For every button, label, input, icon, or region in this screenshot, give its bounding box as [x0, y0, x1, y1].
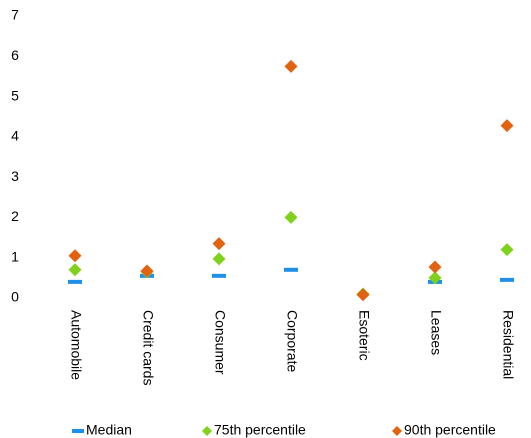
legend-label: 90th percentile: [404, 422, 496, 438]
y-tick-label: 5: [11, 87, 19, 103]
median-marker: [212, 273, 226, 278]
legend-label: Median: [86, 422, 132, 438]
diamond-marker: [500, 243, 514, 257]
diamond-marker: [68, 249, 82, 263]
legend-marker: [202, 426, 212, 436]
y-tick-label: 0: [11, 289, 19, 305]
y-tick-label: 1: [11, 248, 19, 264]
diamond-marker: [284, 59, 298, 73]
legend-marker: [392, 426, 402, 436]
x-tick-label: Esoteric: [356, 310, 372, 361]
diamond-marker: [212, 237, 226, 251]
median-marker: [284, 267, 298, 272]
y-tick-label: 3: [11, 168, 19, 184]
x-tick-label: Corporate: [284, 310, 300, 372]
diamond-marker: [68, 263, 82, 277]
y-tick-label: 6: [11, 47, 19, 63]
y-tick-label: 2: [11, 208, 19, 224]
diamond-marker: [140, 264, 154, 278]
diamond-marker: [356, 288, 370, 302]
legend-marker: [72, 429, 84, 433]
diamond-marker: [428, 271, 442, 285]
diamond-marker: [284, 210, 298, 224]
x-tick-label: Residential: [500, 310, 516, 379]
y-tick-label: 7: [11, 7, 19, 23]
diamond-marker: [212, 252, 226, 266]
x-tick-label: Credit cards: [140, 310, 156, 385]
x-tick-label: Automobile: [68, 310, 84, 380]
legend-label: 75th percentile: [214, 422, 306, 438]
x-tick-label: Leases: [428, 310, 444, 355]
x-tick-label: Consumer: [212, 310, 228, 375]
diamond-marker: [428, 260, 442, 274]
diamond-marker: [500, 119, 514, 133]
y-tick-label: 4: [11, 128, 19, 144]
median-marker: [500, 277, 514, 282]
median-marker: [68, 279, 82, 284]
